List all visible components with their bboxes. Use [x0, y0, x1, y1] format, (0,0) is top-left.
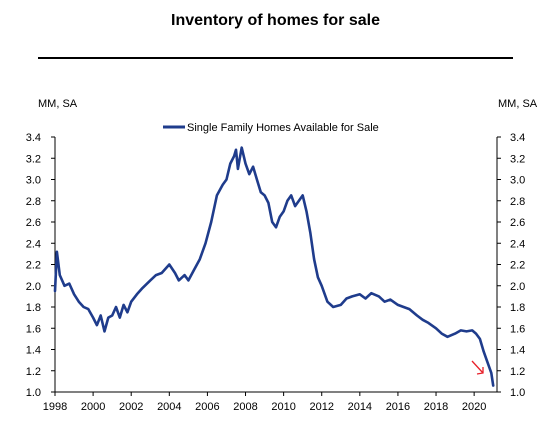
y-axis-unit-right: MM, SA	[498, 98, 538, 110]
y-tick-label-right: 1.0	[510, 387, 525, 399]
x-tick-label: 2006	[195, 401, 219, 413]
y-tick-label-right: 3.0	[510, 175, 525, 187]
axes	[54, 137, 498, 393]
chart-title: Inventory of homes for sale	[171, 12, 380, 29]
series-line-single-family-homes	[53, 146, 495, 387]
y-tick-label-right: 3.2	[510, 153, 525, 165]
y-tick-label-left: 1.6	[26, 323, 41, 335]
y-tick-label-left: 2.2	[26, 260, 41, 272]
x-tick-label: 2002	[119, 401, 143, 413]
x-tick-label: 2020	[462, 401, 486, 413]
y-ticks-left: 1.0 1.2 1.4 1.6 1.8 2.0 2.2 2.4 2.6 2.8 3.0 3.2 3.4	[26, 132, 55, 399]
x-ticks: 1998 2000 2002 2004 2006 2008 2010 2012 2014 2016…	[43, 392, 486, 413]
x-tick-label: 2014	[348, 401, 372, 413]
y-tick-label-right: 2.6	[510, 217, 525, 229]
y-tick-label-left: 3.4	[26, 132, 41, 144]
y-tick-label-left: 1.2	[26, 366, 41, 378]
y-tick-label-right: 1.6	[510, 323, 525, 335]
x-tick-label: 2008	[233, 401, 257, 413]
x-tick-label: 2000	[81, 401, 105, 413]
y-tick-label-left: 3.2	[26, 153, 41, 165]
y-ticks-right: 1.0 1.2 1.4 1.6 1.8 2.0 2.2 2.4 2.6 2.8 3.0 3.2 3.4	[497, 132, 525, 399]
x-tick-label: 2004	[157, 401, 181, 413]
y-tick-label-left: 1.4	[26, 345, 41, 357]
y-tick-label-right: 1.8	[510, 302, 525, 314]
y-tick-label-left: 2.6	[26, 217, 41, 229]
y-tick-label-left: 2.4	[26, 238, 41, 250]
y-tick-label-left: 2.0	[26, 281, 41, 293]
x-tick-label: 1998	[43, 401, 67, 413]
x-tick-label: 2018	[424, 401, 448, 413]
x-tick-label: 2010	[271, 401, 295, 413]
y-tick-label-right: 2.4	[510, 238, 525, 250]
y-tick-label-right: 2.2	[510, 260, 525, 272]
y-tick-label-left: 2.8	[26, 196, 41, 208]
y-tick-label-right: 2.8	[510, 196, 525, 208]
x-tick-label: 2016	[386, 401, 410, 413]
x-tick-label: 2012	[309, 401, 333, 413]
y-tick-label-right: 2.0	[510, 281, 525, 293]
legend: Single Family Homes Available for Sale	[163, 122, 379, 134]
y-tick-label-left: 1.8	[26, 302, 41, 314]
legend-label: Single Family Homes Available for Sale	[187, 122, 379, 134]
y-tick-label-left: 3.0	[26, 175, 41, 187]
y-tick-label-right: 1.2	[510, 366, 525, 378]
red-arrow-annotation	[471, 360, 484, 375]
y-tick-label-right: 1.4	[510, 345, 525, 357]
title-underline	[38, 57, 513, 59]
y-tick-label-right: 3.4	[510, 132, 525, 144]
y-axis-unit-left: MM, SA	[38, 98, 78, 110]
y-tick-label-left: 1.0	[26, 387, 41, 399]
